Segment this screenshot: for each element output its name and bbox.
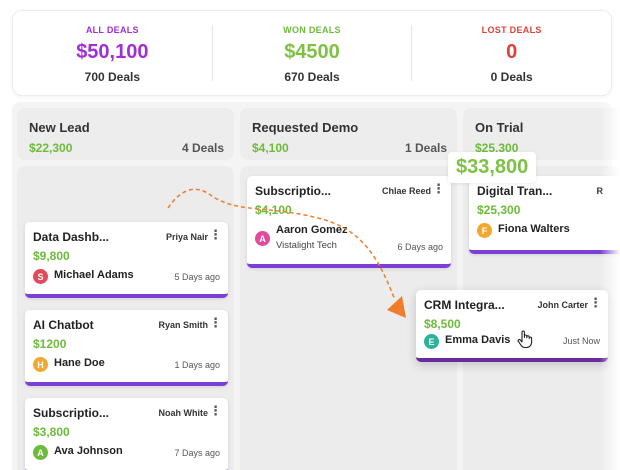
deal-owner: Priya Nair (165, 232, 208, 242)
deal-card-data-dashboard[interactable]: Data Dashb... Priya Nair ⋮ $9,800 S Mich… (25, 222, 228, 298)
column-amount: $25,300 (475, 141, 519, 155)
vertical-ellipsis-icon[interactable]: ⋮ (432, 181, 445, 196)
right-edge-fade (600, 100, 620, 470)
deals-summary: ALL DEALS $50,100 700 Deals WON DEALS $4… (12, 10, 612, 96)
deal-title: Digital Tran... (477, 184, 553, 198)
deal-age: 5 Days ago (174, 272, 220, 282)
contact-name: Emma Davis (445, 334, 511, 346)
avatar: E (424, 334, 439, 349)
all-deals-label: ALL DEALS (85, 25, 139, 35)
deal-title: Data Dashb... (33, 230, 110, 244)
deal-amount: $25,300 (477, 203, 521, 217)
column-header-requested-demo[interactable]: Requested Demo $4,100 1 Deals (240, 108, 457, 160)
lost-deals-stat[interactable]: LOST DEALS 0 0 Deals (411, 25, 611, 84)
lost-deals-value: 0 (506, 41, 518, 63)
deal-amount: $8,500 (424, 317, 461, 331)
deal-owner: Chlae Reed (381, 186, 431, 196)
vertical-ellipsis-icon[interactable]: ⋮ (209, 315, 222, 330)
all-deals-count: 700 Deals (84, 70, 141, 84)
deal-owner: R (597, 186, 604, 196)
lost-deals-count: 0 Deals (490, 70, 533, 84)
deal-age: 6 Days ago (397, 242, 443, 252)
deal-owner: John Carter (537, 300, 588, 310)
column-title: Requested Demo (252, 120, 359, 135)
floating-stage-total: $33,800 (448, 152, 537, 183)
contact-name: Fiona Walters (498, 223, 570, 235)
deal-amount: $4,100 (255, 203, 292, 217)
column-amount: $4,100 (252, 141, 289, 155)
deal-title: Subscriptio... (33, 406, 110, 420)
column-title: New Lead (29, 120, 90, 135)
all-deals-value: $50,100 (76, 41, 149, 63)
deal-card-subscription[interactable]: Subscriptio... Noah White ⋮ $3,800 A Ava… (25, 398, 228, 470)
avatar: S (33, 269, 48, 284)
deal-owner: Noah White (158, 408, 209, 418)
deal-card-ai-chatbot[interactable]: AI Chatbot Ryan Smith ⋮ $1200 H Hane Doe… (25, 310, 228, 386)
avatar: A (33, 445, 48, 460)
deal-owner: Ryan Smith (158, 320, 208, 330)
avatar: F (477, 223, 492, 238)
hand-pointer-icon (517, 330, 533, 349)
deal-title: AI Chatbot (33, 318, 94, 332)
contact-name: Hane Doe (54, 357, 105, 369)
vertical-ellipsis-icon[interactable]: ⋮ (589, 295, 602, 310)
deal-amount: $1200 (33, 337, 67, 351)
column-deal-count: 1 Deals (404, 141, 447, 155)
won-deals-label: WON DEALS (283, 25, 341, 35)
deal-title: Subscriptio... (255, 184, 332, 198)
all-deals-stat[interactable]: ALL DEALS $50,100 700 Deals (13, 11, 212, 95)
deal-amount: $9,800 (33, 249, 70, 263)
deal-amount: $3,800 (33, 425, 70, 439)
vertical-ellipsis-icon[interactable]: ⋮ (209, 403, 222, 418)
column-deal-count: 4 Deals (181, 141, 224, 155)
column-title: On Trial (475, 120, 524, 135)
won-deals-count: 670 Deals (284, 70, 340, 84)
column-header-on-trial[interactable]: On Trial $25,300 (463, 108, 620, 160)
won-deals-stat[interactable]: WON DEALS $4500 670 Deals (211, 25, 412, 84)
won-deals-value: $4500 (284, 41, 340, 63)
deal-age: 7 Days ago (174, 448, 220, 458)
deal-card-digital-transformation[interactable]: Digital Tran... R $25,300 F Fiona Walter… (469, 176, 620, 254)
contact-name: Aaron Gomez (276, 224, 348, 236)
deal-card-subscription-demo[interactable]: Subscriptio... Chlae Reed ⋮ $4,100 A Aar… (247, 176, 451, 268)
contact-name: Michael Adams (54, 269, 134, 281)
company-name: Vistalight Tech (276, 240, 337, 251)
column-header-new-lead[interactable]: New Lead $22,300 4 Deals (17, 108, 234, 160)
avatar: A (255, 231, 270, 246)
lost-deals-label: LOST DEALS (481, 25, 542, 35)
deal-age: Just Now (562, 336, 600, 346)
avatar: H (33, 357, 48, 372)
contact-name: Ava Johnson (54, 445, 123, 457)
deal-title: CRM Integra... (424, 298, 505, 312)
deal-age: 1 Days ago (174, 360, 220, 370)
vertical-ellipsis-icon[interactable]: ⋮ (209, 227, 222, 242)
deal-card-crm-integration-dragging[interactable]: CRM Integra... John Carter ⋮ $8,500 E Em… (416, 290, 608, 362)
column-amount: $22,300 (29, 141, 73, 155)
